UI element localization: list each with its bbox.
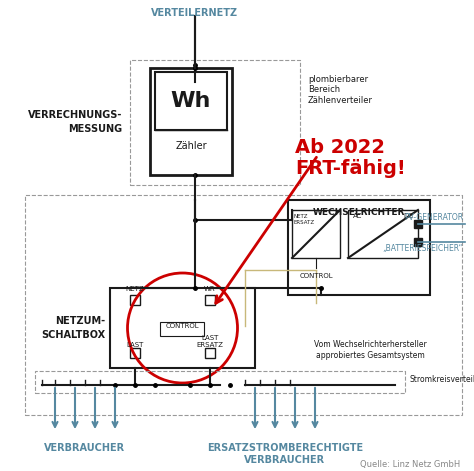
Text: PV-GENERATOR: PV-GENERATOR [404, 213, 463, 222]
Text: NETZ
ERSATZ: NETZ ERSATZ [294, 214, 315, 225]
Text: VERBRAUCHER: VERBRAUCHER [45, 443, 126, 453]
Text: CONTROL: CONTROL [166, 323, 199, 329]
Text: AC: AC [353, 213, 363, 219]
Bar [292, 210, 340, 258]
Bar [150, 68, 232, 175]
Text: LAST
ERSATZ: LAST ERSATZ [197, 335, 224, 348]
Bar [130, 348, 140, 358]
Text: Quelle: Linz Netz GmbH: Quelle: Linz Netz GmbH [360, 460, 460, 469]
Bar [130, 60, 300, 185]
Text: DC: DC [403, 213, 413, 219]
Text: plombierbarer
Bereich
Zählenverteiler: plombierbarer Bereich Zählenverteiler [308, 75, 373, 105]
Text: VERRECHNUNGS-
MESSUNG: VERRECHNUNGS- MESSUNG [27, 110, 122, 134]
Text: Vom Wechselrichterhersteller
approbiertes Gesamtsystem: Vom Wechselrichterhersteller approbierte… [314, 340, 427, 360]
Text: Zähler: Zähler [175, 141, 207, 151]
Bar [110, 288, 255, 368]
Bar [155, 72, 227, 130]
Bar [288, 200, 430, 295]
Text: LAST: LAST [126, 342, 144, 348]
Bar [205, 348, 215, 358]
Text: CONTROL: CONTROL [299, 273, 333, 279]
Text: Ab 2022
FRT-fähig!: Ab 2022 FRT-fähig! [295, 138, 406, 178]
Text: WECHSELRICHTER: WECHSELRICHTER [313, 208, 405, 217]
Bar [25, 195, 462, 415]
Bar [414, 238, 422, 246]
Text: WR: WR [204, 286, 216, 292]
Bar [348, 210, 418, 258]
Text: Stromkreisverteilung: Stromkreisverteilung [410, 375, 474, 384]
Text: VERTEILERNETZ: VERTEILERNETZ [151, 8, 238, 18]
Text: NETZUM-
SCHALTBOX: NETZUM- SCHALTBOX [41, 317, 105, 340]
Bar [205, 295, 215, 305]
Text: NETZ: NETZ [126, 286, 145, 292]
Bar [35, 371, 405, 393]
Text: „BATTERIESPEICHER“: „BATTERIESPEICHER“ [383, 244, 463, 253]
Bar [161, 322, 204, 336]
Text: ERSATZSTROMBERECHTIGTE
VERBRAUCHER: ERSATZSTROMBERECHTIGTE VERBRAUCHER [207, 443, 363, 465]
Bar [414, 220, 422, 228]
Bar [130, 295, 140, 305]
Text: Wh: Wh [171, 91, 211, 111]
